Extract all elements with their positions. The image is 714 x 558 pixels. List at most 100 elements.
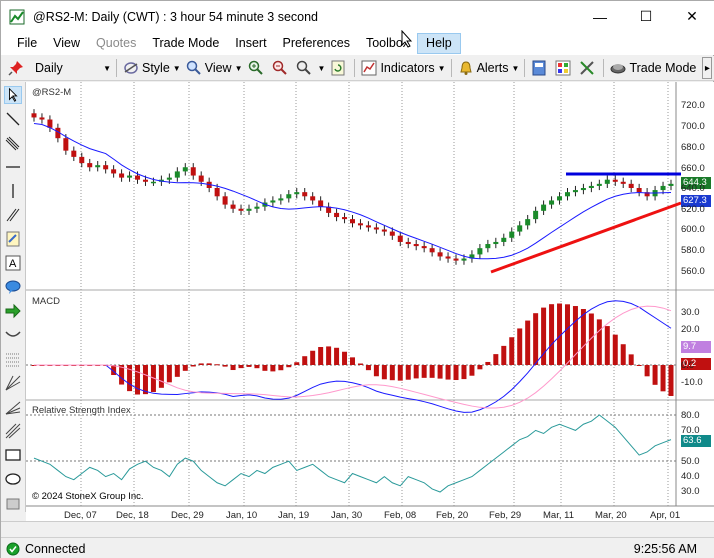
menu-insert[interactable]: Insert <box>235 36 267 50</box>
callout-tool-icon[interactable] <box>4 278 22 296</box>
histogram-bar <box>509 337 515 365</box>
tools-button[interactable] <box>576 57 598 79</box>
date-tick: Feb, 29 <box>489 510 522 521</box>
menu-file[interactable]: File <box>17 36 38 50</box>
histogram-bar <box>166 365 172 383</box>
moving-average-line <box>33 122 672 260</box>
histogram-bar <box>469 365 475 376</box>
candle-body <box>294 192 300 195</box>
note-tool-icon[interactable] <box>4 230 22 248</box>
view-button[interactable]: View ▼ <box>183 57 243 79</box>
pointer-tool-icon[interactable] <box>4 86 22 104</box>
candle-body <box>549 200 555 205</box>
chart-area[interactable]: @RS2-M MACD Relative Strength Index © 20… <box>26 82 714 521</box>
date-tick: Dec, 07 <box>64 510 97 521</box>
zoom-out-button[interactable] <box>269 57 291 79</box>
histogram-bar <box>541 307 547 365</box>
menu-toolbox[interactable]: Toolbox <box>365 36 410 50</box>
style-icon <box>124 62 138 74</box>
indicators-icon <box>361 60 377 76</box>
histogram-bar <box>564 304 570 365</box>
style-button[interactable]: Style ▼ <box>120 57 181 79</box>
candle-body <box>135 175 141 180</box>
macd-signal-line <box>34 305 672 409</box>
price-tick: 660.0 <box>681 163 705 174</box>
date-tick: Feb, 08 <box>384 510 417 521</box>
arrow-tool-icon[interactable] <box>4 302 22 320</box>
histogram-bar <box>214 364 220 366</box>
candle-body <box>310 196 316 201</box>
grid-tool-icon[interactable] <box>4 350 22 368</box>
parallel-lines-tool-icon[interactable] <box>4 206 22 224</box>
chart-canvas[interactable] <box>26 82 714 521</box>
support-trendline[interactable] <box>490 201 682 274</box>
toolbar-overflow-button[interactable]: ▸ <box>702 57 713 79</box>
price-tick: 600.0 <box>681 224 705 235</box>
fan-lines-tool-icon[interactable] <box>4 398 22 416</box>
rectangle-tool-icon[interactable] <box>4 446 22 464</box>
histogram-bar <box>501 345 507 365</box>
histogram-bar <box>230 365 236 371</box>
andrews-pitchfork-tool-icon[interactable] <box>4 422 22 440</box>
alerts-button[interactable]: Alerts ▼ <box>455 57 519 79</box>
fan-tool-icon[interactable] <box>4 374 22 392</box>
histogram-bar <box>135 365 141 395</box>
horizontal-line-tool-icon[interactable] <box>4 158 22 176</box>
pin-icon <box>8 61 23 76</box>
candle-body <box>87 163 93 168</box>
divider <box>603 59 605 77</box>
horizontal-scrollbar[interactable] <box>1 521 714 537</box>
date-tick: Dec, 18 <box>116 510 149 521</box>
menu-preferences[interactable]: Preferences <box>282 36 350 50</box>
menu-help[interactable]: Help <box>417 33 461 54</box>
zoom-in-button[interactable] <box>245 57 267 79</box>
candle-body <box>405 241 411 245</box>
histogram-bar <box>636 365 642 366</box>
arc-tool-icon[interactable] <box>4 326 22 344</box>
histogram-bar <box>477 365 483 370</box>
candlesticks <box>31 109 674 265</box>
histogram-bar <box>445 365 451 380</box>
palette-button[interactable] <box>552 57 574 79</box>
trade-mode-button[interactable]: Trade Mode <box>607 57 696 79</box>
title-bar: @RS2-M: Daily (CWT) : 3 hour 54 minute 3… <box>1 1 714 32</box>
vertical-line-tool-icon[interactable] <box>4 182 22 200</box>
refresh-button[interactable] <box>327 57 349 79</box>
histogram-bar <box>222 365 228 367</box>
histogram-bar <box>604 326 610 365</box>
pin-button[interactable] <box>5 57 27 79</box>
close-button[interactable]: ✕ <box>686 8 698 24</box>
menu-quotes[interactable]: Quotes <box>96 36 137 50</box>
macd-tick: 0.0 <box>681 360 695 371</box>
eraser-tool-icon[interactable] <box>4 494 22 512</box>
macd-tick: -10.0 <box>681 377 703 388</box>
histogram-bar <box>413 365 419 379</box>
maximize-button[interactable]: ☐ <box>639 8 653 24</box>
histogram-bar <box>294 362 300 365</box>
histogram-bar <box>302 356 308 365</box>
text-tool-icon[interactable]: A <box>4 254 22 272</box>
menu-trade-mode[interactable]: Trade Mode <box>152 36 220 50</box>
candle-body <box>342 217 348 220</box>
candle-body <box>198 175 204 182</box>
interval-select[interactable]: Daily ▼ <box>29 57 111 79</box>
trendline-tool-icon[interactable] <box>4 110 22 128</box>
zoom-menu-button[interactable]: ▼ <box>293 57 325 79</box>
candle-body <box>509 231 515 238</box>
layout-button[interactable] <box>528 57 550 79</box>
indicators-button[interactable]: Indicators ▼ <box>358 57 446 79</box>
histogram-bar <box>533 313 539 365</box>
price-tick: 720.0 <box>681 100 705 111</box>
histogram-bar <box>612 334 618 365</box>
candle-body <box>350 219 355 224</box>
histogram-bar <box>111 365 117 376</box>
minimize-button[interactable]: — <box>593 8 607 25</box>
ellipse-tool-icon[interactable] <box>4 470 22 488</box>
histogram-bar <box>357 363 363 365</box>
channel-tool-icon[interactable] <box>4 134 22 152</box>
histogram-bar <box>644 365 650 377</box>
menu-view[interactable]: View <box>53 36 81 50</box>
candle-body <box>517 225 523 232</box>
candle-body <box>485 244 491 249</box>
histogram-bar <box>334 347 340 365</box>
